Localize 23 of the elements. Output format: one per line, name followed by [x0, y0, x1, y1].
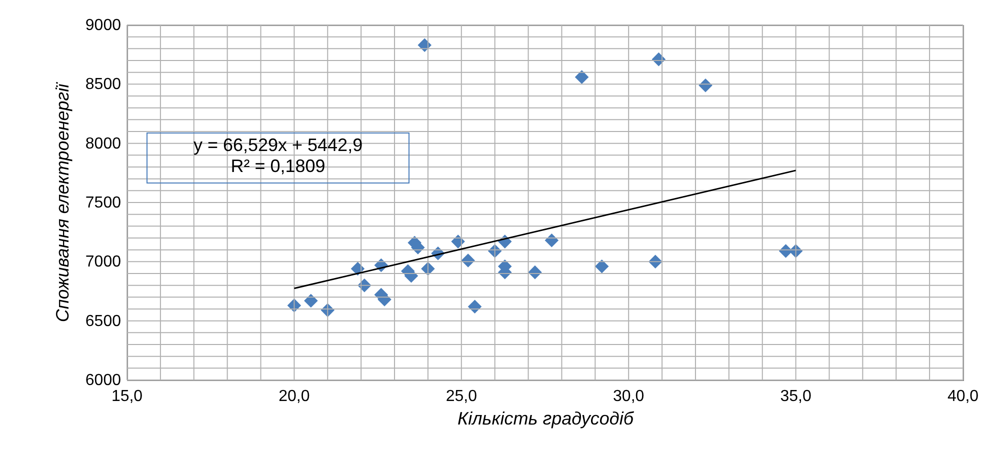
x-tick-label: 40,0	[947, 388, 979, 405]
point	[544, 233, 559, 248]
y-tick-label: 6500	[85, 312, 122, 330]
point	[698, 78, 712, 92]
point	[528, 265, 542, 280]
annotation: y = 66,529x + 5442,9 R² = 0,1809	[193, 135, 363, 176]
x-tick-label: 20,0	[278, 388, 310, 405]
point	[304, 294, 318, 308]
y-tick-label: 8500	[85, 76, 122, 94]
y-tick-label: 8000	[85, 135, 122, 152]
x-tick-label: 30,0	[613, 388, 644, 405]
y-tick-label: 7000	[85, 254, 122, 271]
y-axis-title: Споживання електроенергії	[52, 82, 72, 322]
x-tick-label: 35,0	[780, 388, 812, 405]
y-tick-label: 9000	[85, 17, 122, 34]
point	[574, 70, 589, 84]
x-axis-title: Кількість градусодіб	[458, 408, 634, 428]
y-tick-label: 7500	[85, 194, 122, 212]
y-tick-label: 6000	[85, 372, 122, 389]
x-tick-label: 15,0	[111, 388, 143, 405]
point	[594, 260, 609, 274]
point	[468, 300, 482, 314]
x-tick-label: 25,0	[446, 388, 478, 405]
